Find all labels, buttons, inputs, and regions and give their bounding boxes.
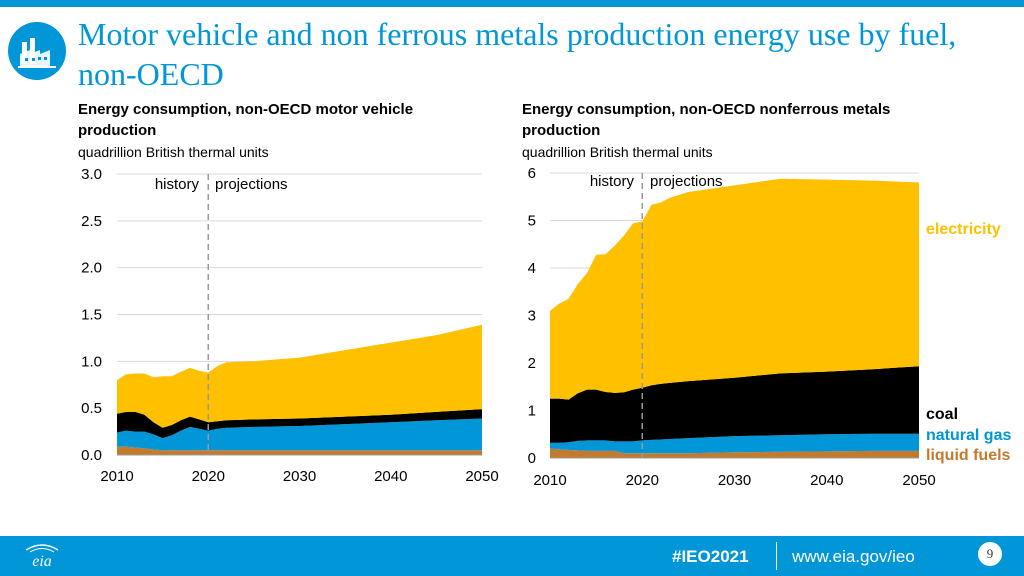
chart2-title-line1: Energy consumption, non-OECD nonferrous …	[522, 101, 890, 118]
chart2-title: Energy consumption, non-OECD nonferrous …	[522, 101, 890, 139]
chart1-projections-label: projections	[215, 176, 288, 193]
footer-divider	[776, 542, 777, 570]
chart2-ytick-label: 6	[528, 165, 536, 182]
chart1-xtick-label: 2010	[100, 468, 133, 485]
page-number: 9	[978, 542, 1002, 566]
chart2-area-electricity	[550, 178, 919, 400]
chart1-area-coal	[117, 409, 482, 439]
chart1-title-line2: production	[78, 122, 156, 139]
chart1-ytick-label: 0.5	[81, 400, 102, 417]
top-accent-bar	[0, 0, 1024, 7]
chart2-ytick-label: 5	[528, 213, 536, 230]
chart1-ytick-label: 1.5	[81, 307, 102, 324]
chart2-ytick-label: 0	[528, 450, 536, 467]
eia-logo-text: eia	[32, 553, 52, 570]
footer-url-link[interactable]: www.eia.gov/ieo	[792, 547, 915, 566]
chart2-xtick-label: 2010	[533, 472, 566, 489]
chart1-subtitle: quadrillion British thermal units	[78, 144, 269, 160]
chart2-ytick-label: 4	[528, 260, 536, 277]
chart1-ytick-label: 3.0	[81, 166, 102, 183]
chart1-xtick-label: 2030	[283, 468, 316, 485]
slide-title: Motor vehicle and non ferrous metals pro…	[78, 16, 957, 92]
legend-natural-gas: natural gas	[926, 427, 1011, 444]
chart1-title: Energy consumption, non-OECD motor vehic…	[78, 101, 413, 139]
chart1-area-liquid-fuels	[117, 446, 482, 455]
chart1-history-label: history	[155, 176, 200, 193]
legend-liquid-fuels: liquid fuels	[926, 447, 1011, 464]
eia-logo-icon: eia	[25, 544, 59, 570]
chart1-ytick-label: 0.0	[81, 447, 102, 464]
footer-bar: eia #IEO2021 www.eia.gov/ieo	[0, 536, 1024, 576]
chart1-area-electricity	[117, 324, 482, 428]
chart1-xtick-label: 2050	[465, 468, 498, 485]
chart2-xtick-label: 2020	[626, 472, 659, 489]
legend-electricity: electricity	[926, 221, 1001, 238]
chart2-title-line2: production	[522, 122, 600, 139]
chart1-ytick-label: 1.0	[81, 353, 102, 370]
chart2-xtick-label: 2050	[902, 472, 935, 489]
chart2-ytick-label: 2	[528, 355, 536, 372]
chart2-subtitle: quadrillion British thermal units	[522, 144, 713, 160]
chart2-ytick-label: 3	[528, 308, 536, 325]
chart1-area-natural-gas	[117, 418, 482, 451]
footer-hashtag: #IEO2021	[672, 547, 749, 566]
chart1-xtick-label: 2020	[192, 468, 225, 485]
chart2-ytick-label: 1	[528, 403, 536, 420]
factory-icon	[8, 22, 66, 80]
chart2-xtick-label: 2030	[718, 472, 751, 489]
chart1-xtick-label: 2040	[374, 468, 407, 485]
chart2-projections-label: projections	[650, 173, 723, 190]
chart2-xtick-label: 2040	[810, 472, 843, 489]
legend-coal: coal	[926, 406, 958, 423]
chart1-ytick-label: 2.5	[81, 213, 102, 230]
chart2-history-label: history	[590, 173, 635, 190]
charts-area: Energy consumption, non-OECD motor vehic…	[78, 101, 1011, 489]
chart1-title-line1: Energy consumption, non-OECD motor vehic…	[78, 101, 413, 118]
chart1-ytick-label: 2.0	[81, 260, 102, 277]
